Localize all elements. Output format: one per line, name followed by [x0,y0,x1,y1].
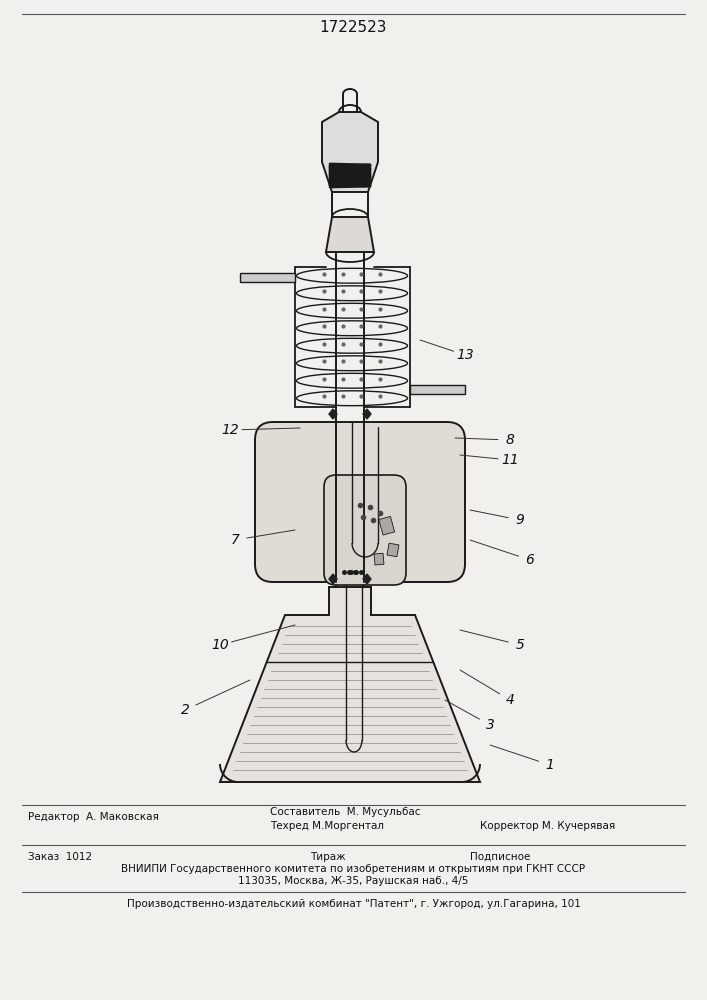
Bar [387,543,399,557]
Text: Тираж: Тираж [310,852,346,862]
PathPatch shape [255,422,465,582]
Text: Подписное: Подписное [470,852,530,862]
Text: Редактор  А. Маковская: Редактор А. Маковская [28,812,159,822]
Text: 1: 1 [546,758,554,772]
Bar [379,516,395,535]
Text: Техред М.Моргентал: Техред М.Моргентал [270,821,384,831]
Text: 7: 7 [230,533,240,547]
Bar [410,384,465,393]
Text: 113035, Москва, Ж-35, Раушская наб., 4/5: 113035, Москва, Ж-35, Раушская наб., 4/5 [238,876,469,886]
Text: Производственно-издательский комбинат "Патент", г. Ужгород, ул.Гагарина, 101: Производственно-издательский комбинат "П… [127,899,580,909]
Text: 3: 3 [486,718,494,732]
Bar [240,272,295,282]
Polygon shape [363,574,371,584]
Bar [374,553,384,565]
Polygon shape [329,574,337,584]
Polygon shape [363,409,371,419]
Text: 2: 2 [180,703,189,717]
Text: Корректор М. Кучерявая: Корректор М. Кучерявая [480,821,615,831]
Polygon shape [326,217,374,252]
Polygon shape [329,409,337,419]
Text: 13: 13 [456,348,474,362]
Text: 10: 10 [211,638,229,652]
Text: Заказ  1012: Заказ 1012 [28,852,92,862]
Text: 4: 4 [506,693,515,707]
Text: 8: 8 [506,433,515,447]
Text: 6: 6 [525,553,534,567]
Text: ВНИИПИ Государственного комитета по изобретениям и открытиям при ГКНТ СССР: ВНИИПИ Государственного комитета по изоб… [122,864,585,874]
Text: Составитель  М. Мусульбас: Составитель М. Мусульбас [270,807,421,817]
Polygon shape [220,587,480,782]
Text: 5: 5 [515,638,525,652]
Text: 1722523: 1722523 [320,20,387,35]
Text: 11: 11 [501,453,519,467]
Text: 12: 12 [221,423,239,437]
Text: 9: 9 [515,513,525,527]
PathPatch shape [324,475,406,585]
Polygon shape [322,112,378,192]
